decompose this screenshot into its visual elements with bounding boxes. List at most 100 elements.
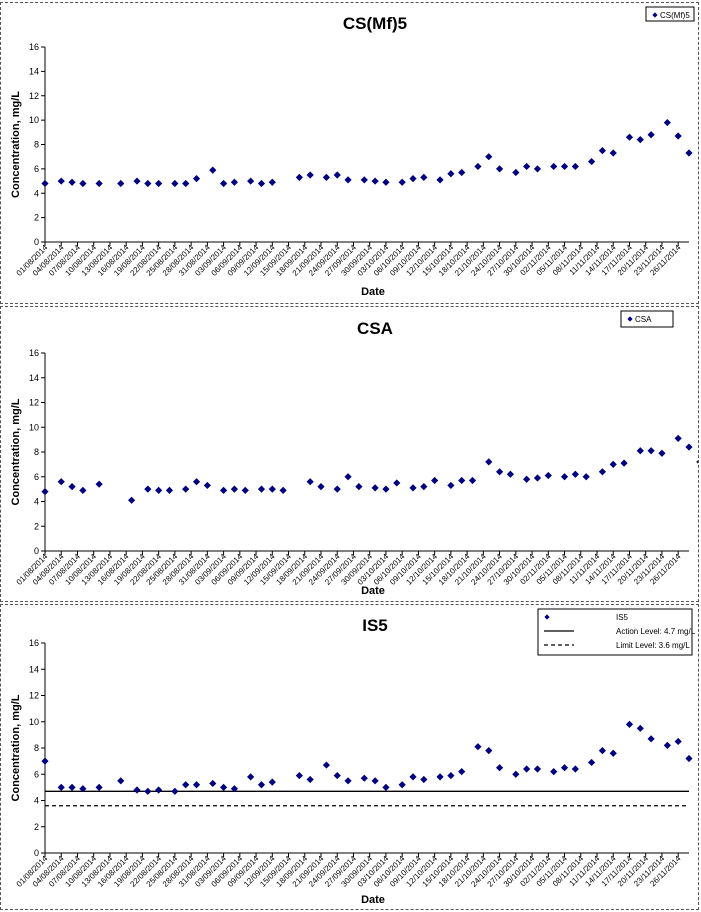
y-tick-label: 14 (29, 373, 39, 383)
x-axis-label: Date (361, 894, 385, 906)
data-point (333, 771, 341, 780)
data-point (495, 165, 504, 173)
data-point (79, 486, 87, 494)
data-point (230, 485, 239, 493)
data-point (458, 168, 466, 177)
data-point (598, 747, 607, 755)
data-point (209, 779, 217, 788)
data-point (230, 785, 239, 793)
data-point (268, 485, 276, 493)
data-point (647, 131, 655, 139)
data-point (371, 484, 379, 492)
chart-title: CS(Mf)5 (343, 14, 407, 33)
data-point (474, 743, 482, 751)
y-tick-label: 16 (29, 348, 39, 358)
data-point (295, 771, 303, 780)
data-point (582, 473, 590, 481)
data-point (485, 747, 493, 755)
y-axis-label: Concentration, mg/L (10, 694, 22, 801)
data-point (523, 765, 531, 773)
data-point (458, 768, 466, 776)
data-point (663, 741, 671, 749)
data-point (636, 136, 644, 144)
data-point (474, 162, 482, 171)
chart-panel-is5: IS5 0 2 4 6 8 10 12 14 16 01/08/2014 04/08/2014 07/0… (0, 604, 699, 910)
data-point (306, 775, 314, 784)
data-point (523, 475, 531, 483)
legend-label-cs-mf-5: CS(Mf)5 (660, 11, 690, 20)
y-tick-label: 8 (34, 140, 39, 150)
data-point (344, 176, 352, 184)
data-point (447, 481, 455, 490)
data-point (117, 179, 125, 188)
data-point (165, 486, 174, 494)
data-point (268, 778, 276, 786)
data-point (182, 781, 190, 789)
data-point (436, 773, 444, 781)
data-point (544, 471, 552, 480)
chart-panel-cs-mf5: CS(Mf)5 0 2 4 6 8 10 12 14 16 01/08/2014 04/08/2014… (0, 2, 699, 304)
data-point (79, 785, 87, 793)
data-point (279, 486, 287, 494)
data-point (95, 783, 103, 791)
data-point (625, 133, 634, 141)
data-point (685, 443, 693, 451)
data-point (257, 781, 266, 789)
chart-title: CSA (357, 319, 393, 338)
y-tick-label: 2 (34, 521, 39, 531)
data-point (133, 786, 141, 794)
data-point (68, 483, 76, 491)
data-point (333, 485, 341, 493)
data-point (382, 178, 390, 186)
data-point (447, 170, 455, 178)
y-tick-label: 16 (29, 638, 39, 648)
data-point (333, 171, 341, 179)
legend-marker-cs-mf-5 (652, 12, 658, 18)
legend-label-action-level: Action Level: 4.7 mg/L (616, 627, 696, 636)
data-point (598, 146, 607, 155)
y-tick-label: 12 (29, 91, 39, 101)
data-point (609, 149, 617, 157)
data-point (620, 459, 628, 467)
data-point (306, 478, 314, 486)
data-point (468, 476, 477, 485)
data-point (560, 473, 569, 481)
data-point (663, 118, 671, 127)
data-point (371, 777, 379, 785)
y-tick-label: 8 (34, 743, 39, 753)
data-point (41, 179, 49, 188)
data-point (268, 178, 276, 186)
data-point (571, 470, 579, 478)
data-point (571, 765, 579, 773)
y-tick-label: 12 (29, 398, 39, 408)
data-point (209, 166, 217, 174)
data-point (68, 783, 76, 791)
data-point (295, 173, 303, 182)
data-point (155, 486, 163, 494)
data-point (203, 481, 211, 490)
data-point (68, 178, 76, 186)
data-point (533, 165, 542, 173)
data-point (447, 771, 455, 780)
data-point (458, 476, 466, 485)
y-axis-label: Concentration, mg/L (10, 91, 22, 198)
data-point (192, 781, 201, 789)
y-tick-label: 8 (34, 447, 39, 457)
y-tick-label: 2 (34, 822, 39, 832)
legend-marker-is5 (544, 614, 550, 620)
y-tick-label: 6 (34, 164, 39, 174)
data-point (647, 735, 655, 743)
y-tick-label: 6 (34, 769, 39, 779)
data-point (506, 470, 515, 478)
data-point (523, 162, 531, 171)
data-point (57, 783, 65, 791)
data-point (512, 770, 520, 778)
legend-box (620, 310, 674, 328)
y-tick-label: 2 (34, 213, 39, 223)
data-point (371, 177, 379, 185)
data-point (257, 485, 266, 493)
data-point (144, 485, 152, 493)
data-point (317, 483, 325, 491)
y-tick-label: 10 (29, 115, 39, 125)
x-axis-label: Date (361, 286, 385, 298)
